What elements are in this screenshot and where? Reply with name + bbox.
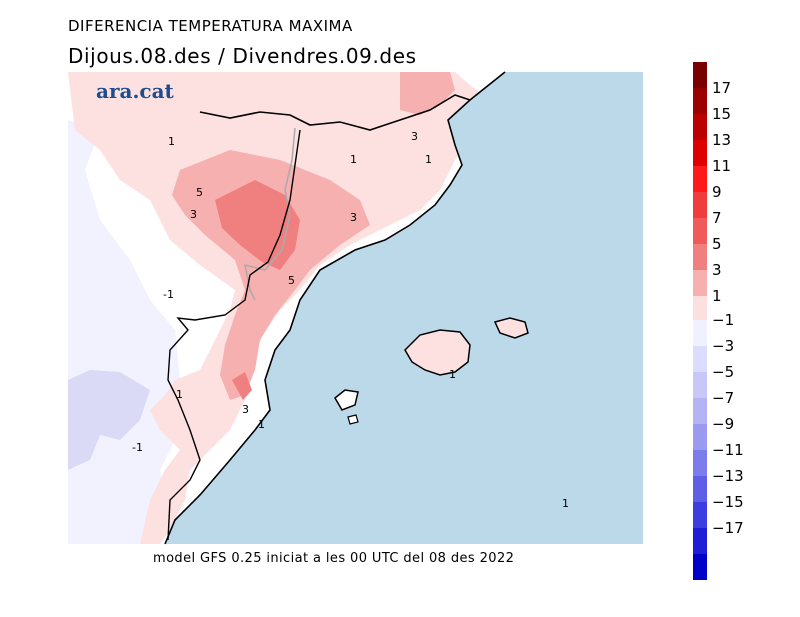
- border-line: [199, 94, 471, 131]
- cool-region-west-inner: [68, 370, 150, 470]
- colorbar-label: 1: [712, 287, 722, 305]
- colorbar-label: 9: [712, 183, 722, 201]
- island-ibiza: [334, 389, 359, 411]
- colorbar-label: 3: [712, 261, 722, 279]
- colorbar-swatch-warm: [693, 140, 707, 166]
- warm-region-3b: [400, 72, 455, 115]
- colorbar-swatch-cool: [693, 476, 707, 502]
- colorbar-swatch-warm: [693, 62, 707, 88]
- contour-label: 1: [168, 135, 175, 148]
- colorbar-label: −13: [712, 467, 744, 485]
- model-caption: model GFS 0.25 iniciat a les 00 UTC del …: [153, 551, 515, 566]
- colorbar-swatch-cool: [693, 372, 707, 398]
- colorbar-label: −7: [712, 389, 734, 407]
- contour-label: 1: [562, 497, 569, 510]
- contour-label: 5: [288, 274, 295, 287]
- colorbar-label: −17: [712, 519, 744, 537]
- contour-label: 3: [350, 211, 357, 224]
- contour-label: 1: [449, 368, 456, 381]
- colorbar-swatch-warm: [693, 244, 707, 270]
- island-formentera: [347, 414, 359, 425]
- warm-region-5b: [232, 372, 252, 400]
- island-menorca: [493, 317, 529, 339]
- colorbar-swatch-cool: [693, 346, 707, 372]
- coastline: [164, 71, 506, 545]
- colorbar-swatch-cool: [693, 398, 707, 424]
- colorbar-label: −11: [712, 441, 744, 459]
- region-boundary-west: [167, 129, 301, 541]
- colorbar-swatch-cool: [693, 424, 707, 450]
- colorbar-label: 5: [712, 235, 722, 253]
- colorbar-label: 7: [712, 209, 722, 227]
- colorbar-label: −1: [712, 311, 734, 329]
- colorbar-swatch-cool: [693, 502, 707, 528]
- contour-label: 3: [411, 130, 418, 143]
- colorbar-swatch-cool: [693, 528, 707, 554]
- contour-label: -1: [132, 441, 143, 454]
- sea: [165, 72, 643, 544]
- colorbar-swatch-cool: [693, 450, 707, 476]
- map-subtitle: Dijous.08.des / Divendres.09.des: [68, 44, 417, 68]
- colorbar-swatch-warm: [693, 166, 707, 192]
- contour-label: 3: [242, 403, 249, 416]
- colorbar-label: 17: [712, 79, 731, 97]
- colorbar-label: −3: [712, 337, 734, 355]
- colorbar-swatch-warm: [693, 192, 707, 218]
- island-mallorca: [404, 329, 471, 376]
- colorbar-label: −9: [712, 415, 734, 433]
- contour-label: 3: [190, 208, 197, 221]
- colorbar-label: 11: [712, 157, 731, 175]
- contour-label: 1: [176, 388, 183, 401]
- colorbar-swatch-cool: [693, 320, 707, 346]
- colorbar-swatch-warm: [693, 88, 707, 114]
- colorbar-swatch-cool: [693, 554, 707, 580]
- contour-label: 1: [258, 418, 265, 431]
- contour-label: 1: [350, 153, 357, 166]
- colorbar-label: −5: [712, 363, 734, 381]
- contour-label: 5: [196, 186, 203, 199]
- map-title: DIFERENCIA TEMPERATURA MAXIMA: [68, 17, 353, 35]
- ara-cat-logo: ara.cat: [96, 79, 174, 103]
- contour-label: 1: [425, 153, 432, 166]
- colorbar-label: −15: [712, 493, 744, 511]
- warm-region-5: [215, 180, 300, 270]
- colorbar: 17 15 13 11 9 7 5 3 1 −1 −3 −5 −7 −9 −11 −13 −15 −17: [693, 62, 744, 580]
- colorbar-swatch-warm: [693, 270, 707, 296]
- colorbar-label: 13: [712, 131, 731, 149]
- colorbar-label: 15: [712, 105, 731, 123]
- colorbar-swatch-warm: [693, 114, 707, 140]
- colorbar-swatch-warm: [693, 218, 707, 244]
- contour-label: -1: [163, 288, 174, 301]
- colorbar-swatch-warm: [693, 296, 707, 322]
